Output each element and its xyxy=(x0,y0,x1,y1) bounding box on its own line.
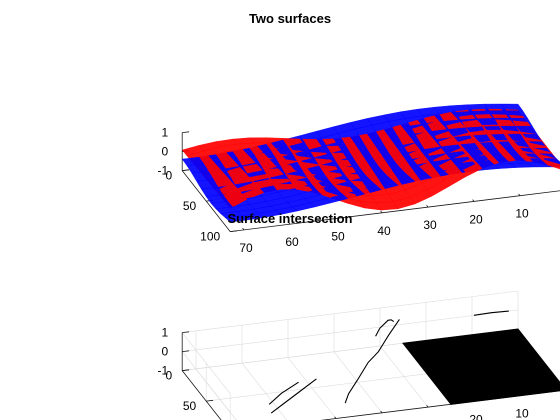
x-tick-label: 70 xyxy=(239,241,253,255)
gridline-z-back xyxy=(182,290,519,333)
axes xyxy=(181,131,560,232)
x-tick-mark xyxy=(518,193,521,196)
intersection-curve xyxy=(473,310,509,316)
gridline-z-back xyxy=(182,309,519,352)
x-tick-label: 60 xyxy=(285,235,299,249)
z-tick-mark xyxy=(182,350,190,352)
z-tick-label: 1 xyxy=(162,326,169,340)
z-tick-label: 0 xyxy=(162,145,169,159)
x-tick-label: 20 xyxy=(469,212,483,226)
tick-labels: 01020304050607005010010-1 xyxy=(158,326,529,420)
y-tick-label: 0 xyxy=(166,369,173,383)
z-tick-label: -1 xyxy=(158,164,169,178)
z-tick-mark xyxy=(182,131,190,133)
x-tick-label: 30 xyxy=(423,218,437,232)
y-tick-label: 50 xyxy=(183,199,197,213)
gridline-z-side xyxy=(181,332,231,394)
z-tick-label: 0 xyxy=(162,345,169,359)
z-tick-label: 1 xyxy=(162,126,169,140)
intersection-curve xyxy=(375,319,395,337)
blue-surface-patch xyxy=(224,215,248,223)
y-tick-label: 100 xyxy=(200,230,220,244)
x-tick-label: 30 xyxy=(423,418,437,420)
x-tick-mark xyxy=(288,222,291,225)
chart-title: Two surfaces xyxy=(249,11,331,26)
gridline-x-floor xyxy=(195,368,237,420)
intersection-curve xyxy=(268,381,299,405)
chart-title: Surface intersection xyxy=(228,211,353,226)
intersection-lines xyxy=(268,310,560,414)
x-tick-label: 20 xyxy=(469,412,483,420)
x-tick-mark xyxy=(380,410,383,414)
x-tick-mark xyxy=(426,405,429,408)
chart-two-surfaces: Two surfaces 01020304050607005010010-1 xyxy=(158,11,560,255)
z-tick-mark xyxy=(182,169,190,171)
intersection-curve xyxy=(344,319,400,404)
x-tick-label: 10 xyxy=(515,407,529,420)
intersection-curve xyxy=(270,378,317,414)
z-tick-label: -1 xyxy=(158,364,169,378)
z-tick-mark xyxy=(182,369,190,371)
y-tick-mark xyxy=(206,399,214,402)
y-tick-label: 0 xyxy=(166,169,173,183)
tick-labels: 01020304050607005010010-1 xyxy=(158,126,529,255)
x-tick-mark xyxy=(426,205,429,208)
x-tick-label: 50 xyxy=(331,230,345,244)
x-axis-line xyxy=(230,190,560,232)
x-tick-mark xyxy=(472,199,475,202)
y-tick-mark xyxy=(230,230,238,232)
y-tick-label: 50 xyxy=(183,399,197,413)
z-tick-mark xyxy=(182,331,190,333)
chart-surface-intersection: Surface intersection 0 10 20 30 40 50 60 70 0 50 1… xyxy=(158,211,560,420)
surfaces xyxy=(181,103,560,223)
x-tick-label: 40 xyxy=(377,224,391,238)
x-tick-mark xyxy=(242,227,245,231)
x-tick-mark xyxy=(334,416,337,419)
x-tick-mark xyxy=(380,210,383,214)
x-tick-label: 10 xyxy=(515,207,529,221)
intersection-region xyxy=(402,328,560,405)
x-tick-mark xyxy=(334,216,337,219)
gridline-z-side xyxy=(181,351,231,413)
